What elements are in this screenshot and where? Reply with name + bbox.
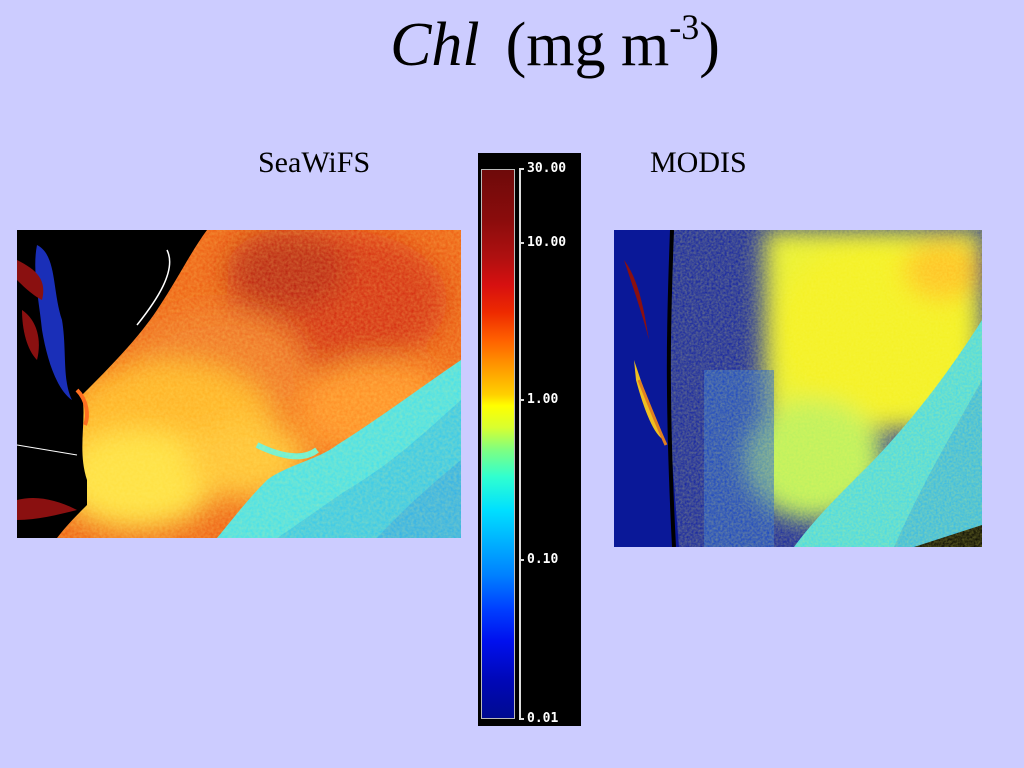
page-title: Chl (mg m-3) — [0, 9, 1024, 79]
modis-label: MODIS — [650, 146, 747, 179]
colorbar-tick-label: 0.10 — [527, 551, 559, 567]
colorbar: 30.00 10.00 1.00 0.10 0.01 — [478, 153, 581, 726]
colorbar-tick: 0.10 — [519, 552, 579, 568]
colorbar-tick-label: 0.01 — [527, 711, 559, 726]
title-exponent: -3 — [669, 7, 700, 47]
title-variable: Chl — [390, 11, 480, 79]
title-unit: (mg m — [505, 11, 670, 79]
colorbar-tick: 30.00 — [519, 161, 579, 177]
colorbar-tick-label: 10.00 — [527, 234, 567, 250]
colorbar-tick-label: 30.00 — [527, 161, 567, 176]
colorbar-gradient — [481, 169, 515, 719]
colorbar-tick: 1.00 — [519, 392, 579, 408]
colorbar-axis — [519, 169, 521, 719]
modis-image — [614, 230, 982, 547]
seawifs-label: SeaWiFS — [258, 146, 371, 179]
colorbar-tick: 10.00 — [519, 235, 579, 251]
title-close: ) — [699, 11, 720, 79]
colorbar-tick: 0.01 — [519, 711, 579, 727]
colorbar-tick-label: 1.00 — [527, 392, 559, 407]
seawifs-image — [17, 230, 461, 538]
